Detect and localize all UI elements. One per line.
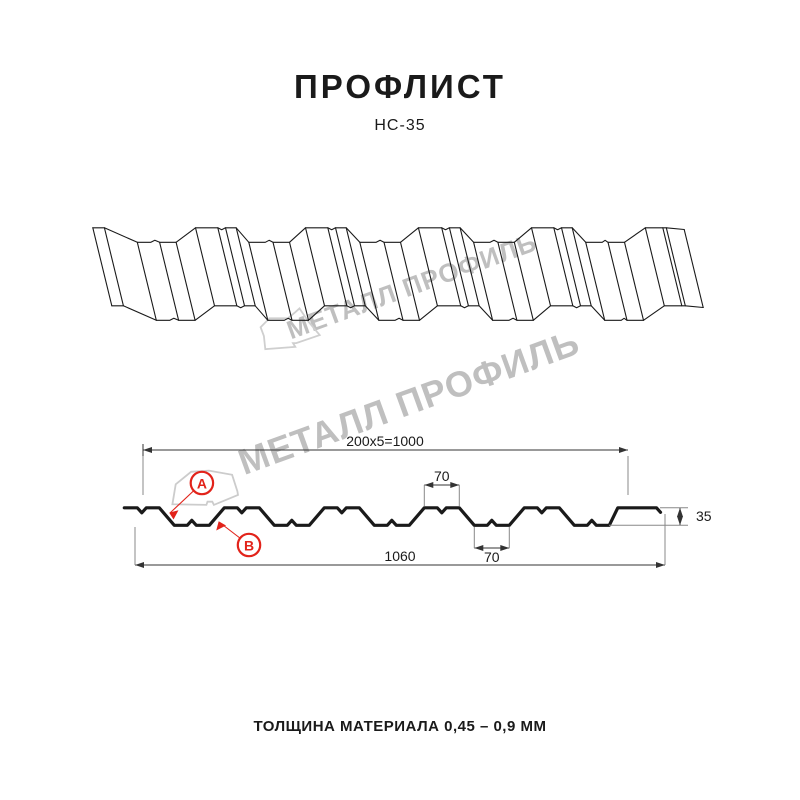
svg-text:70: 70 bbox=[434, 468, 450, 484]
svg-text:1060: 1060 bbox=[384, 548, 415, 564]
svg-text:B: B bbox=[244, 538, 254, 554]
svg-text:35: 35 bbox=[696, 508, 712, 524]
svg-text:200x5=1000: 200x5=1000 bbox=[346, 433, 424, 449]
svg-text:A: A bbox=[197, 476, 207, 492]
svg-text:70: 70 bbox=[484, 549, 500, 565]
